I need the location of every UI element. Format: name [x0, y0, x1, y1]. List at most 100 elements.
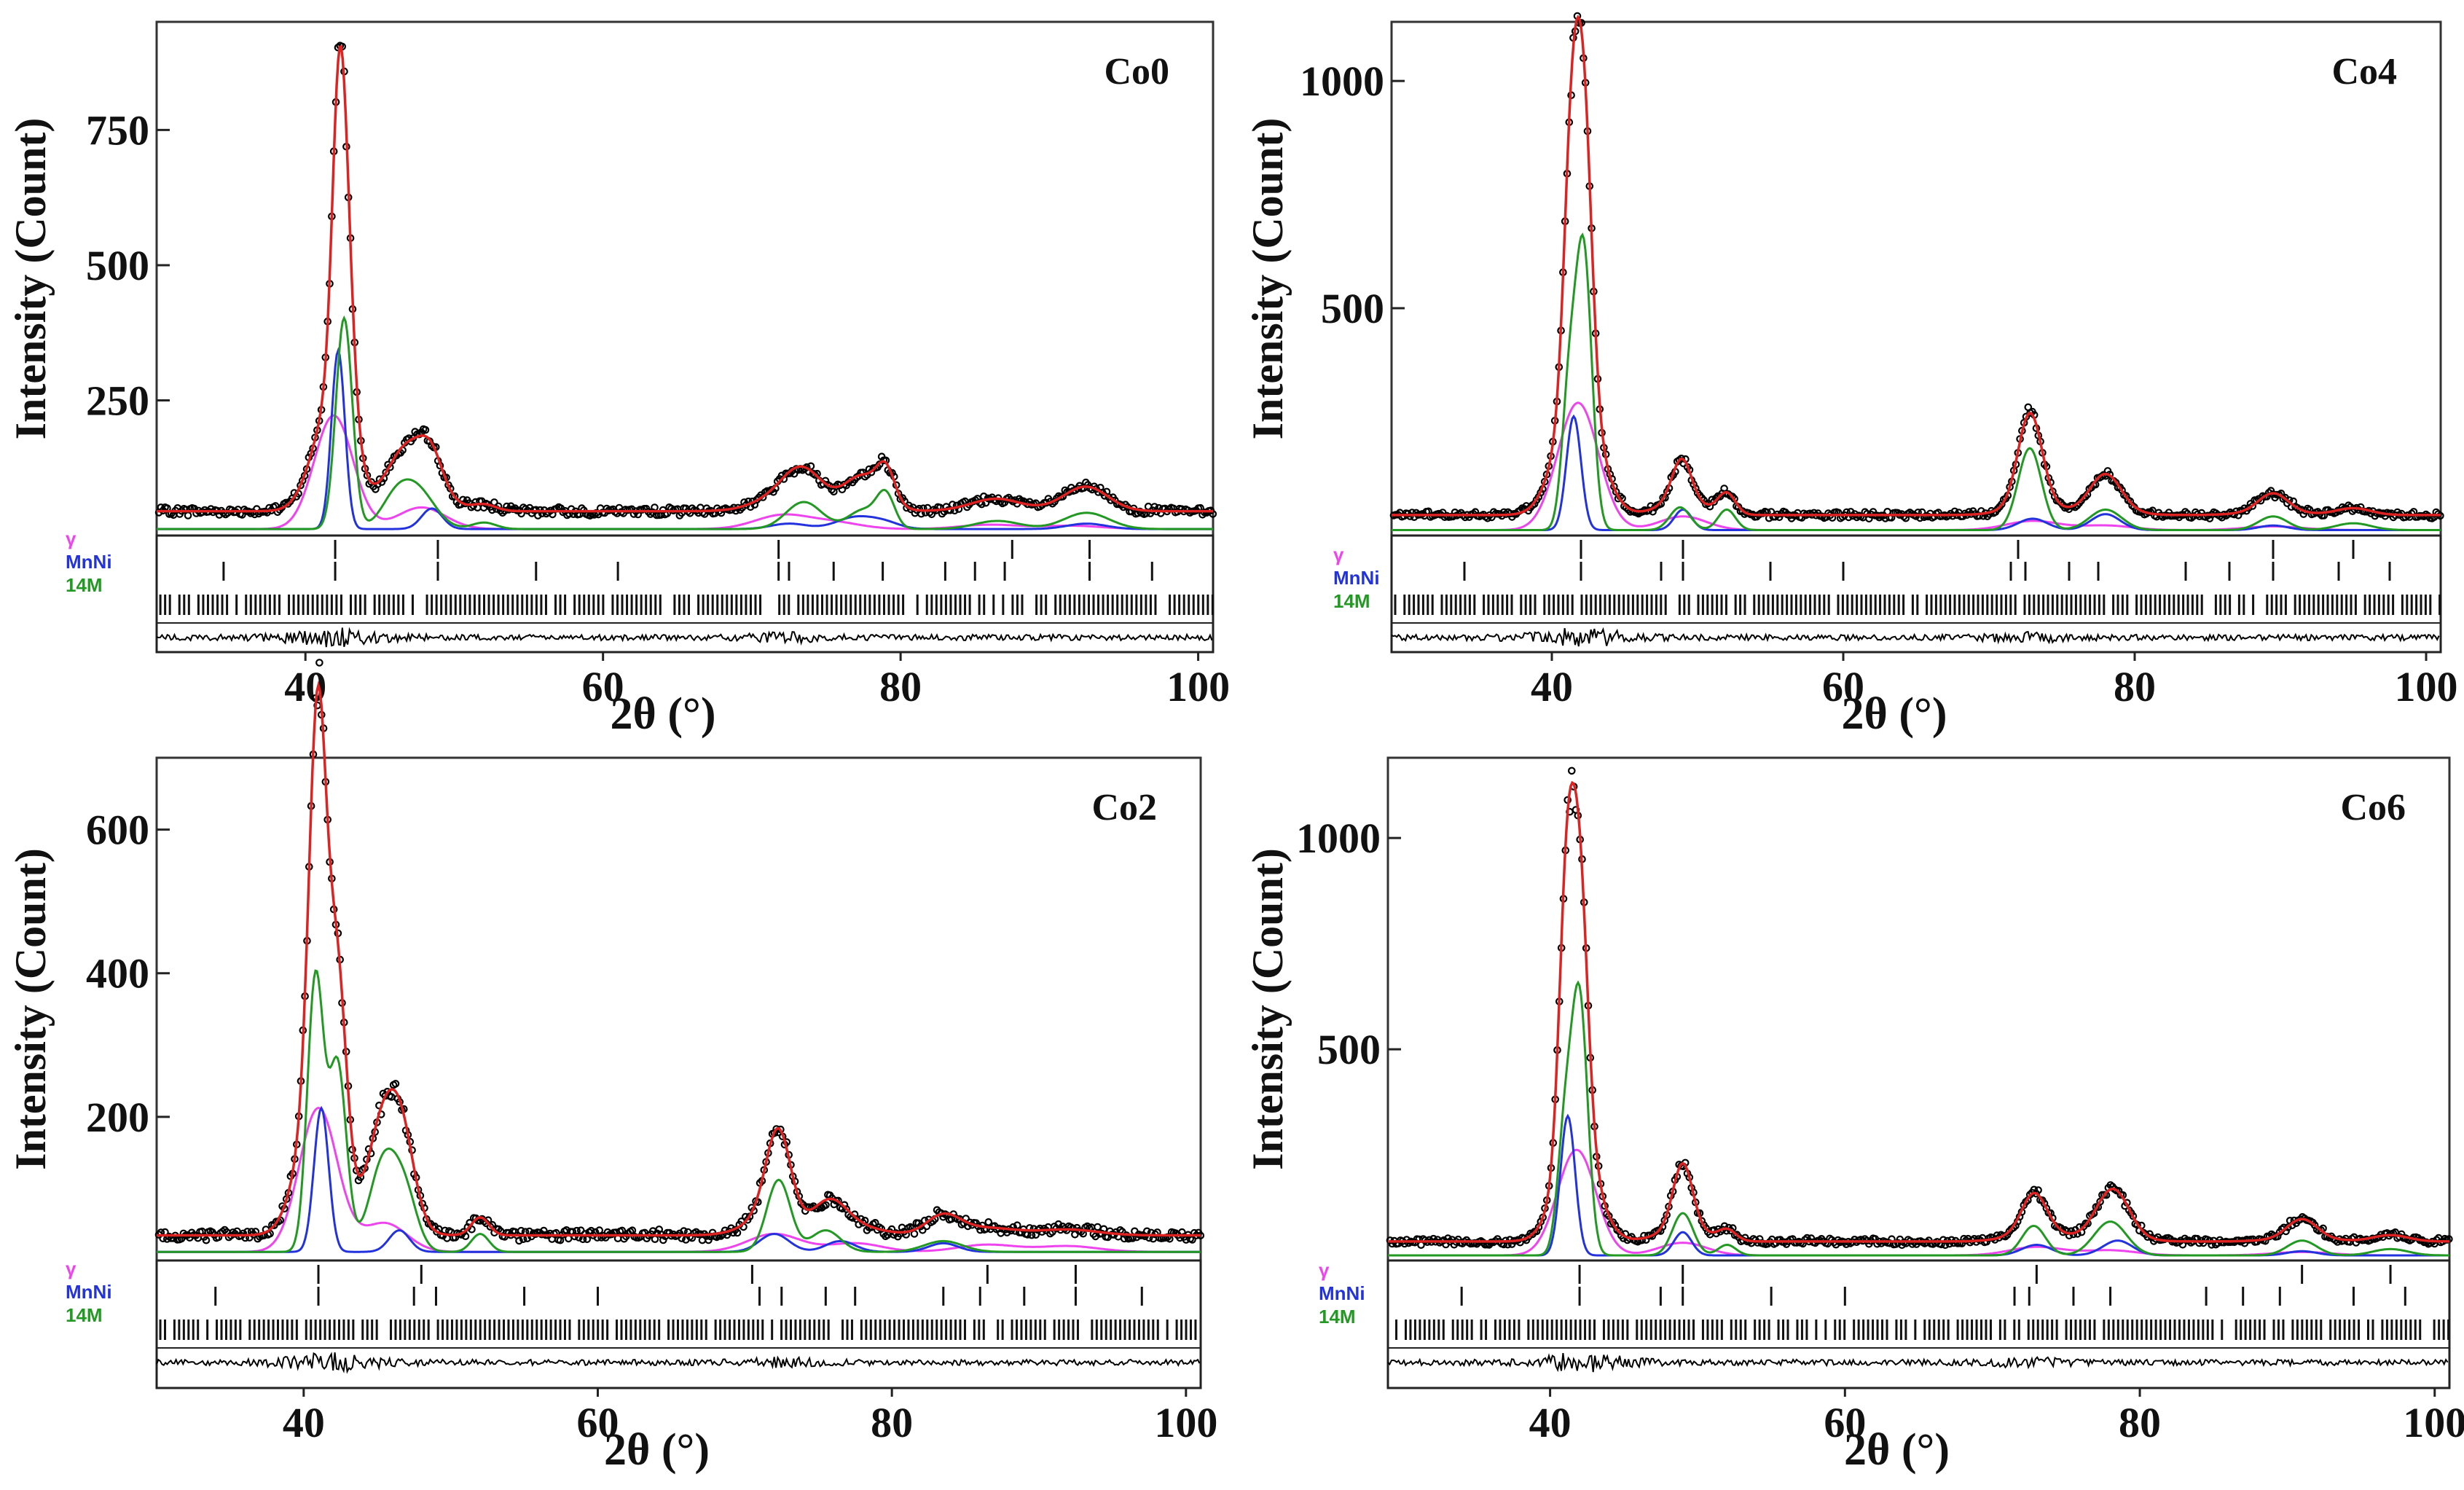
observed-point — [356, 1173, 365, 1181]
y-tick-label: 1000 — [1300, 58, 1384, 105]
y-tick-label: 200 — [86, 1094, 149, 1141]
calculated-profile — [157, 681, 1201, 1237]
x-axis-title: 2θ (°) — [1842, 689, 1947, 739]
observed-point — [1615, 1227, 1623, 1236]
observed-point — [202, 1236, 211, 1244]
y-tick-label: 1000 — [1296, 815, 1381, 862]
series-14m-curve — [1392, 232, 2441, 531]
y-axis-title: Intensity (Count) — [1244, 848, 1292, 1170]
observed-point — [659, 1236, 667, 1244]
difference-curve — [1387, 1352, 2449, 1373]
x-tick-label: 100 — [1166, 663, 1230, 710]
legend-label: MnNi — [66, 1281, 112, 1303]
plot-area — [1390, 20, 2442, 537]
observed-point — [2034, 1186, 2042, 1194]
series-14m-curve — [1388, 980, 2449, 1257]
reflection-panel — [1390, 534, 2442, 654]
series-14m-curve — [157, 969, 1201, 1253]
observed-point — [2356, 503, 2365, 511]
plot-area — [1386, 756, 2451, 1262]
series-14m-curve — [157, 315, 1213, 530]
legend-label: 14M — [66, 1304, 103, 1326]
legend-label: 14M — [66, 574, 103, 596]
panel-co2: 200 400 600 40 60 80 100 2θ (°) Intensity (Count… — [7, 659, 1217, 1475]
observed-point — [982, 1225, 991, 1233]
observed-point — [702, 1232, 710, 1240]
observed-point — [315, 659, 323, 667]
difference-curve — [156, 627, 1213, 648]
sample-label: Co6 — [2340, 787, 2406, 828]
observed-point — [2284, 1223, 2292, 1231]
x-tick-label: 40 — [1531, 663, 1573, 710]
x-tick-label: 60 — [582, 663, 624, 710]
y-tick-label: 400 — [86, 950, 149, 997]
x-tick-label: 100 — [2395, 663, 2458, 710]
x-axis-title: 2θ (°) — [1844, 1425, 1950, 1475]
observed-point — [382, 468, 390, 477]
difference-curve — [1391, 627, 2440, 647]
observed-point — [1188, 1236, 1196, 1244]
legend-label: γ — [1319, 1259, 1330, 1281]
sample-label: Co4 — [2331, 51, 2397, 93]
observed-point — [733, 1228, 742, 1237]
observed-point — [573, 1226, 581, 1235]
calculated-profile — [1392, 14, 2441, 517]
y-axis-title: Intensity (Count) — [7, 848, 55, 1170]
sample-label: Co0 — [1104, 51, 1169, 93]
x-tick-label: 80 — [879, 663, 922, 710]
x-tick-label: 100 — [2403, 1399, 2464, 1446]
observed-point — [421, 426, 430, 434]
observed-point — [618, 1226, 627, 1235]
panel-co6: 500 1000 40 60 80 100 2θ (°) Intensity (Count) C… — [1244, 756, 2464, 1475]
reflection-panel — [1386, 1259, 2451, 1389]
observed-point — [807, 462, 815, 471]
observed-point — [515, 1236, 523, 1245]
sample-label: Co2 — [1091, 787, 1157, 828]
observed-point — [984, 1218, 993, 1226]
observed-point — [919, 1226, 927, 1234]
observed-point — [1702, 1224, 1710, 1232]
observed-point — [822, 1201, 830, 1209]
y-tick-label: 250 — [86, 377, 149, 424]
x-axis-title: 2θ (°) — [604, 1425, 710, 1475]
x-tick-label: 60 — [576, 1399, 619, 1446]
calculated-profile — [1388, 780, 2449, 1243]
x-axis-title: 2θ (°) — [611, 689, 716, 739]
x-tick-label: 40 — [1529, 1399, 1572, 1446]
observed-point — [871, 1219, 879, 1227]
observed-point — [461, 1232, 470, 1240]
legend-label: MnNi — [1333, 567, 1380, 589]
observed-point — [517, 1226, 525, 1235]
x-tick-label: 100 — [1154, 1399, 1217, 1446]
x-tick-label: 80 — [2119, 1399, 2161, 1446]
y-tick-label: 500 — [1317, 1026, 1381, 1073]
legend-label: MnNi — [66, 551, 112, 573]
y-axis-title: Intensity (Count) — [7, 118, 55, 440]
y-tick-label: 500 — [1321, 285, 1384, 332]
x-tick-label: 80 — [2114, 663, 2156, 710]
y-tick-label: 750 — [86, 106, 149, 154]
observed-point — [1083, 1222, 1091, 1231]
observed-point — [2096, 1197, 2104, 1206]
legend-label: γ — [66, 1258, 76, 1279]
y-tick-label: 500 — [86, 242, 149, 289]
calculated-profile — [157, 44, 1213, 513]
x-tick-label: 80 — [871, 1399, 913, 1446]
reflection-panel — [155, 534, 1215, 654]
legend-label: γ — [1333, 544, 1344, 565]
observed-point — [595, 1226, 603, 1234]
difference-curve — [156, 1352, 1201, 1374]
observed-point — [1013, 1221, 1021, 1229]
legend-label: 14M — [1319, 1306, 1356, 1328]
x-tick-label: 40 — [283, 1399, 325, 1446]
y-axis-title: Intensity (Count) — [1244, 118, 1292, 440]
legend-label: γ — [66, 528, 76, 549]
observed-point — [1568, 766, 1576, 775]
legend-label: MnNi — [1319, 1282, 1365, 1304]
x-tick-label: 60 — [1822, 663, 1864, 710]
